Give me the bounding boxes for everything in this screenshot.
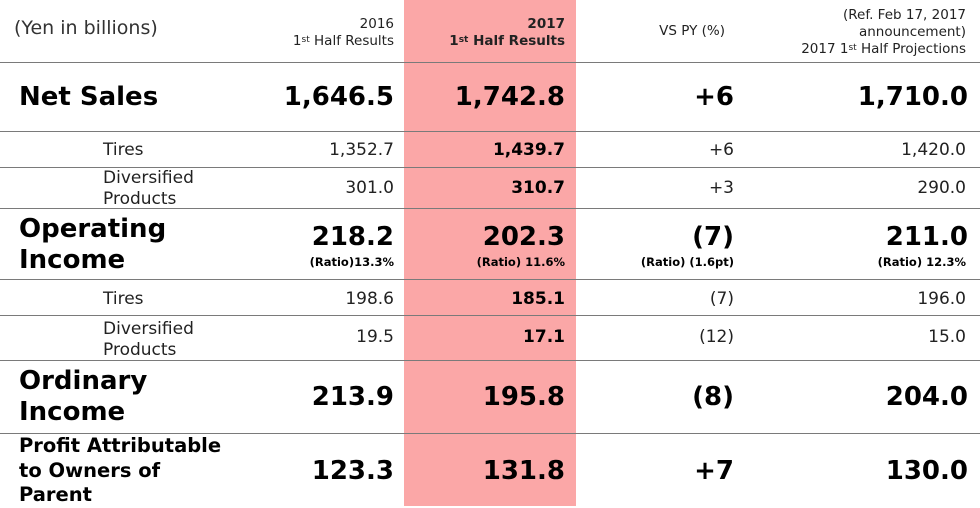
op-tires-label: Tires: [103, 289, 144, 309]
net-sales-2017: 1,742.8: [454, 82, 565, 112]
rule-header: [0, 62, 980, 63]
ns-tires-2017: 1,439.7: [492, 140, 565, 160]
op-income-ratio-proj: (Ratio) 12.3%: [877, 255, 966, 269]
profit-label-line3: Parent: [19, 483, 92, 506]
profit-label-line1: Profit Attributable: [19, 434, 222, 457]
header-projections: (Ref. Feb 17, 2017 announcement) 2017 1s…: [801, 7, 966, 58]
ns-div-proj: 290.0: [917, 178, 966, 198]
header-ref-line2: announcement): [858, 24, 966, 40]
ns-tires-vs: +6: [708, 140, 734, 160]
ord-income-proj: 204.0: [885, 382, 968, 412]
op-income-label-line1: Operating: [19, 214, 167, 244]
profit-vs: +7: [694, 456, 734, 486]
op-income-label-line2: Income: [19, 245, 126, 275]
ns-div-vs: +3: [708, 178, 734, 198]
op-div-2017: 17.1: [523, 327, 565, 347]
net-sales-label: Net Sales: [19, 82, 159, 112]
current-period-highlight: [404, 0, 576, 506]
profit-proj: 130.0: [885, 456, 968, 486]
ord-income-vs: (8): [692, 382, 734, 412]
net-sales-vs: +6: [694, 82, 734, 112]
rule-op-div: [0, 360, 980, 361]
ns-div-label-line1: Diversified: [103, 168, 194, 188]
header-2017: 2017 1st Half Results: [449, 16, 565, 50]
units-label: (Yen in billions): [14, 17, 158, 39]
ns-tires-proj: 1,420.0: [901, 140, 966, 160]
ord-income-label: Ordinary Income: [19, 366, 147, 428]
profit-label: Profit Attributable to Owners of Parent: [19, 434, 221, 508]
ns-div-2017: 310.7: [511, 178, 565, 198]
op-tires-2016: 198.6: [345, 289, 394, 309]
op-div-vs: (12): [699, 327, 734, 347]
ns-tires-label: Tires: [103, 140, 144, 160]
ord-income-2017: 195.8: [482, 382, 565, 412]
rule-ord-income: [0, 433, 980, 434]
header-2017-year: 2017: [527, 16, 565, 32]
rule-ns-tires: [0, 167, 980, 168]
ord-income-label-line1: Ordinary: [19, 366, 148, 396]
header-2016-label: 1st Half Results: [292, 33, 394, 49]
op-income-2016: 218.2: [311, 222, 394, 252]
profit-2016: 123.3: [311, 456, 394, 486]
ord-income-label-line2: Income: [19, 397, 126, 427]
op-tires-vs: (7): [709, 289, 734, 309]
ns-div-label-line2: Products: [103, 189, 177, 209]
op-tires-proj: 196.0: [917, 289, 966, 309]
op-income-ratio-2017: (Ratio) 11.6%: [476, 255, 565, 269]
header-vs-py: VS PY (%): [659, 23, 725, 39]
op-income-2017: 202.3: [482, 222, 565, 252]
rule-net-sales: [0, 131, 980, 132]
op-div-proj: 15.0: [928, 327, 966, 347]
op-income-vs: (7): [692, 222, 734, 252]
net-sales-proj: 1,710.0: [857, 82, 968, 112]
rule-op-income: [0, 279, 980, 280]
header-2016-year: 2016: [359, 16, 394, 32]
rule-ns-div: [0, 208, 980, 209]
op-div-label-line2: Products: [103, 340, 177, 360]
op-div-2016: 19.5: [356, 327, 394, 347]
op-div-label-line1: Diversified: [103, 319, 194, 339]
op-tires-2017: 185.1: [511, 289, 565, 309]
header-2016: 2016 1st Half Results: [293, 16, 394, 50]
rule-op-tires: [0, 315, 980, 316]
profit-2017: 131.8: [482, 456, 565, 486]
op-div-label: Diversified Products: [103, 319, 194, 361]
net-sales-2016: 1,646.5: [283, 82, 394, 112]
op-income-proj: 211.0: [885, 222, 968, 252]
op-income-ratio-2016: (Ratio)13.3%: [309, 255, 394, 269]
ns-div-2016: 301.0: [345, 178, 394, 198]
header-ref-line3: 2017 1st Half Projections: [801, 41, 966, 57]
op-income-label: Operating Income: [19, 214, 166, 276]
header-2017-label: 1st Half Results: [449, 33, 565, 49]
ns-div-label: Diversified Products: [103, 168, 194, 210]
profit-label-line2: to Owners of: [19, 458, 161, 482]
header-ref-line1: (Ref. Feb 17, 2017: [842, 7, 966, 23]
op-income-ratio-vs: (Ratio) (1.6pt): [640, 255, 734, 269]
ord-income-2016: 213.9: [311, 382, 394, 412]
ns-tires-2016: 1,352.7: [329, 140, 394, 160]
